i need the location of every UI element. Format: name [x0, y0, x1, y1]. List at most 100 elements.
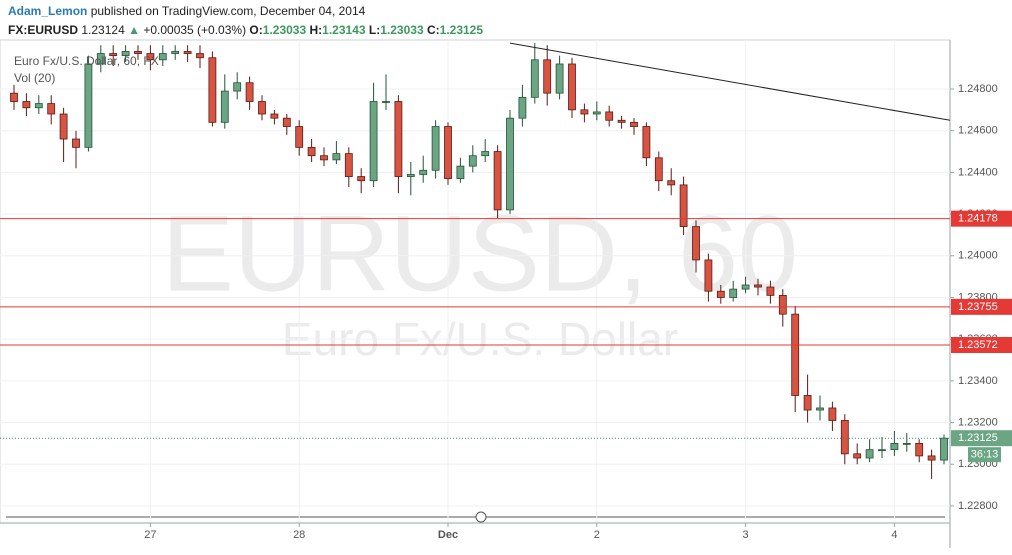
candle-body	[344, 153, 353, 177]
candle-body	[853, 453, 862, 459]
candle-body	[915, 443, 924, 457]
level-label-box	[951, 210, 1012, 227]
y-tick-label: 1.24000	[958, 250, 998, 262]
price: 1.23124	[81, 23, 125, 37]
x-tick-label: 27	[144, 529, 156, 541]
candle-body	[704, 259, 713, 292]
level-label: 1.23572	[958, 339, 998, 351]
candle-body	[233, 82, 242, 92]
close-label: C:	[426, 23, 440, 37]
candle-body	[555, 63, 564, 94]
candle-body	[754, 284, 762, 288]
candle-body	[791, 313, 800, 396]
level-label: 1.24178	[958, 213, 998, 225]
candle-body	[84, 63, 93, 148]
candle-body	[654, 157, 663, 182]
candle-body	[22, 101, 31, 109]
candle-body	[778, 294, 787, 315]
candle-body	[468, 155, 477, 167]
candle-body	[878, 449, 886, 452]
candle-body	[803, 395, 812, 411]
countdown-box	[968, 447, 1001, 463]
candle-body	[295, 126, 304, 148]
candle-body	[741, 284, 750, 290]
change: +0.00035 (+0.03%)	[143, 23, 247, 37]
level-label-box	[951, 298, 1012, 315]
candle-body	[307, 146, 316, 157]
candle-body	[320, 155, 328, 161]
candle-body	[840, 420, 849, 455]
candle-body	[369, 101, 378, 182]
open-label: O:	[249, 23, 263, 37]
candle-body	[630, 121, 638, 127]
candle-body	[865, 449, 874, 459]
candle-body	[506, 117, 514, 211]
slider-handle[interactable]	[475, 511, 487, 523]
y-tick-label: 1.24800	[958, 83, 998, 95]
candle-body	[568, 63, 576, 111]
candle-body	[518, 96, 527, 119]
candle-body	[828, 407, 837, 421]
candle-body	[220, 90, 229, 123]
y-tick-label: 1.22800	[958, 500, 998, 512]
open: 1.23033	[262, 23, 307, 37]
candle-body	[406, 174, 415, 177]
candle-body	[121, 51, 130, 57]
candle-body	[617, 119, 626, 123]
candle-body	[580, 109, 589, 115]
high: 1.23143	[322, 23, 366, 37]
indicator-label: Vol (20)	[14, 71, 55, 85]
candle-body	[134, 51, 142, 54]
candle-body	[158, 53, 167, 61]
up-arrow: ▲	[128, 23, 140, 37]
candle-body	[716, 290, 725, 298]
candle-body	[444, 126, 452, 180]
candle-body	[543, 59, 552, 94]
candle-body	[679, 184, 688, 227]
candle-body	[456, 165, 465, 180]
x-tick-label: 28	[293, 529, 305, 541]
candle-body	[47, 103, 56, 115]
candle-body	[816, 407, 824, 411]
level-label-box	[951, 337, 1012, 354]
candle-body	[332, 153, 341, 161]
candle-body	[208, 57, 217, 123]
candle-body	[270, 113, 279, 119]
candle-body	[382, 101, 390, 103]
candle-body	[34, 103, 43, 109]
candle-body	[766, 286, 775, 296]
x-tick-label: 2	[594, 529, 600, 541]
candle-body	[282, 117, 291, 127]
candle-body	[394, 101, 403, 177]
candle-body	[940, 437, 948, 461]
candle-body	[902, 443, 911, 445]
candle-body	[357, 176, 366, 182]
candle-body	[109, 53, 118, 57]
level-label: 1.23755	[958, 301, 998, 313]
candle-body	[419, 169, 428, 175]
candle-body	[10, 92, 18, 102]
author[interactable]: Adam_Lemon	[8, 4, 88, 18]
watermark: EURUSD, 60	[162, 193, 798, 314]
candle-body	[592, 111, 601, 115]
header: Adam_Lemon published on TradingView.com,…	[0, 0, 1012, 40]
legend-title: Euro Fx/U.S. Dollar, 60, FX	[14, 54, 159, 68]
candle-body	[171, 51, 180, 54]
last-price-label: 1.23125	[958, 432, 998, 444]
candle-body	[245, 82, 254, 102]
candle-body	[431, 126, 440, 171]
y-tick-label: 1.23200	[958, 416, 998, 428]
candle-body	[605, 111, 614, 121]
plot-frame	[0, 39, 951, 524]
candle-body	[927, 455, 936, 461]
candle-body	[530, 59, 539, 98]
last-price-box	[951, 430, 1012, 447]
x-tick-label: Dec	[438, 529, 458, 541]
candle-body	[493, 151, 502, 211]
published: published on TradingView.com, December 0…	[90, 4, 366, 18]
trend-line	[509, 42, 951, 121]
candle-body	[196, 53, 204, 59]
countdown: 36:13	[971, 449, 999, 461]
